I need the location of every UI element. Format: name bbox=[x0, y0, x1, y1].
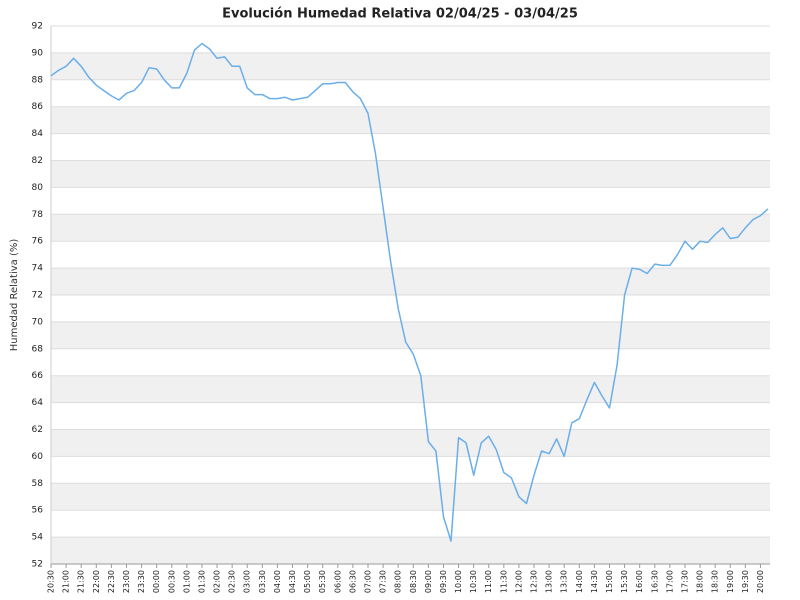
y-tick-label: 54 bbox=[32, 533, 44, 543]
x-tick-label: 19:00 bbox=[726, 570, 735, 593]
y-tick-label: 92 bbox=[32, 22, 43, 32]
x-tick-label: 12:30 bbox=[530, 570, 539, 593]
x-tick-label: 21:30 bbox=[77, 570, 86, 593]
grid-band bbox=[51, 52, 770, 80]
y-tick-label: 76 bbox=[32, 237, 44, 247]
x-tick-label: 11:30 bbox=[499, 570, 508, 593]
x-tick-label: 22:00 bbox=[92, 570, 101, 593]
y-tick-label: 90 bbox=[32, 48, 44, 58]
x-tick-label: 07:00 bbox=[363, 570, 372, 593]
x-tick-label: 13:00 bbox=[545, 570, 554, 593]
grid-band bbox=[51, 268, 770, 295]
x-tick-label: 21:00 bbox=[62, 570, 71, 593]
y-tick-label: 64 bbox=[32, 398, 44, 408]
grid-band bbox=[51, 106, 770, 134]
y-tick-label: 84 bbox=[32, 129, 44, 139]
x-tick-label: 10:00 bbox=[454, 570, 463, 593]
grid-band bbox=[51, 160, 770, 188]
y-tick-label: 56 bbox=[32, 506, 44, 516]
y-tick-label: 82 bbox=[32, 156, 43, 166]
x-tick-label: 02:00 bbox=[213, 570, 222, 593]
x-tick-label: 04:00 bbox=[273, 570, 282, 593]
x-tick-label: 10:30 bbox=[469, 570, 478, 593]
x-tick-label: 20:30 bbox=[47, 570, 56, 593]
x-tick-label: 17:00 bbox=[665, 570, 674, 593]
x-tick-label: 23:30 bbox=[137, 570, 146, 593]
grid-band bbox=[51, 375, 770, 403]
x-tick-label: 11:00 bbox=[484, 570, 493, 593]
x-tick-label: 19:30 bbox=[741, 570, 750, 593]
y-tick-label: 66 bbox=[32, 371, 44, 381]
y-tick-label: 86 bbox=[32, 102, 44, 112]
x-tick-label: 16:00 bbox=[635, 570, 644, 593]
x-tick-label: 08:00 bbox=[394, 570, 403, 593]
x-tick-label: 15:00 bbox=[605, 570, 614, 593]
x-tick-label: 06:30 bbox=[348, 570, 357, 593]
x-tick-label: 03:30 bbox=[258, 570, 267, 593]
x-tick-label: 14:30 bbox=[590, 570, 599, 593]
data-line bbox=[50, 42, 769, 542]
x-tick-label: 17:30 bbox=[680, 570, 689, 593]
x-tick-label: 13:30 bbox=[560, 570, 569, 593]
x-tick-label: 22:30 bbox=[107, 570, 116, 593]
y-tick-label: 80 bbox=[32, 183, 44, 193]
x-tick-label: 05:30 bbox=[318, 570, 327, 593]
y-tick-label: 74 bbox=[32, 264, 44, 274]
y-tick-label: 62 bbox=[32, 425, 43, 435]
x-tick-label: 01:00 bbox=[182, 570, 191, 593]
y-tick-label: 60 bbox=[32, 452, 44, 462]
y-axis-label: Humedad Relativa (%) bbox=[9, 239, 20, 352]
grid-band bbox=[51, 321, 770, 349]
x-tick-label: 18:00 bbox=[696, 570, 705, 593]
x-tick-label: 16:30 bbox=[650, 570, 659, 593]
x-tick-label: 02:30 bbox=[228, 570, 237, 593]
chart-title: Evolución Humedad Relativa 02/04/25 - 03… bbox=[222, 7, 578, 22]
x-tick-label: 08:30 bbox=[409, 570, 418, 593]
x-tick-label: 04:30 bbox=[288, 570, 297, 593]
grid-band bbox=[51, 483, 770, 511]
y-tick-label: 72 bbox=[32, 291, 43, 301]
x-tick-label: 12:00 bbox=[514, 570, 523, 593]
x-tick-label: 20:00 bbox=[756, 570, 765, 593]
y-tick-label: 68 bbox=[32, 344, 44, 354]
x-tick-label: 14:00 bbox=[575, 570, 584, 593]
y-tick-label: 78 bbox=[32, 210, 44, 220]
x-tick-label: 23:00 bbox=[122, 570, 131, 593]
x-tick-label: 15:30 bbox=[620, 570, 629, 593]
x-tick-label: 06:00 bbox=[333, 570, 342, 593]
x-tick-label: 00:30 bbox=[167, 570, 176, 593]
x-tick-label: 09:30 bbox=[439, 570, 448, 593]
x-tick-label: 07:30 bbox=[379, 570, 388, 593]
x-tick-label: 03:00 bbox=[243, 570, 252, 593]
grid-band bbox=[51, 429, 770, 457]
y-tick-label: 70 bbox=[32, 317, 44, 327]
x-tick-label: 00:00 bbox=[152, 570, 161, 593]
grid-band bbox=[51, 214, 770, 242]
x-tick-label: 01:30 bbox=[197, 570, 206, 593]
x-tick-label: 09:00 bbox=[424, 570, 433, 593]
y-tick-label: 58 bbox=[32, 479, 44, 489]
x-tick-label: 05:00 bbox=[303, 570, 312, 593]
grid-band bbox=[51, 537, 770, 564]
y-tick-label: 88 bbox=[32, 75, 44, 85]
x-tick-label: 18:30 bbox=[711, 570, 720, 593]
y-tick-label: 52 bbox=[32, 560, 43, 570]
